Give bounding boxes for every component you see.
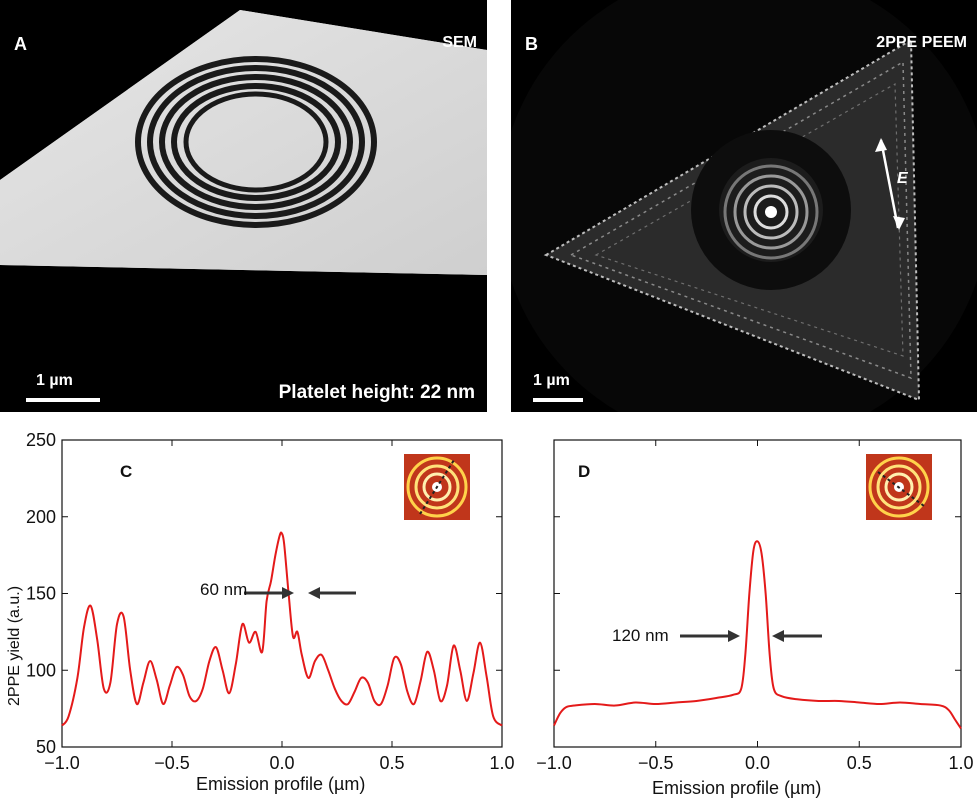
panel-c-fwhm-label: 60 nm — [200, 580, 248, 599]
panel-a-tag: SEM — [442, 34, 477, 51]
y-tick-label: 100 — [26, 660, 56, 680]
x-tick-label: −0.5 — [638, 753, 674, 773]
panel-a-caption: Platelet height: 22 nm — [278, 382, 475, 403]
x-tick-label: 0.5 — [847, 753, 872, 773]
series-line — [61, 531, 503, 727]
x-tick-label: 0.0 — [745, 753, 770, 773]
panel-d-inset-thumbnail — [866, 454, 932, 520]
panel-c-letter: C — [120, 462, 133, 481]
fwhm-arrow-right-head — [308, 587, 320, 599]
panel-c-xlabel: Emission profile (µm) — [196, 774, 366, 794]
panel-c-ylabel: 2PPE yield (a.u.) — [6, 585, 23, 706]
panel-b-tag: 2PPE PEEM — [876, 34, 967, 51]
fwhm-arrow-left-head — [282, 587, 294, 599]
panel-d-chart: −1.0 −0.5 0.0 0.5 1.0 — [536, 439, 974, 773]
panel-a-scale-label: 1 µm — [36, 372, 73, 389]
x-tick-label: 0.0 — [269, 753, 294, 773]
y-tick-label: 50 — [36, 737, 56, 757]
panel-d-xlabel: Emission profile (µm) — [652, 778, 822, 798]
panel-b-peem-image: B 2PPE PEEM E 1 µm — [511, 0, 977, 412]
x-tick-label: 0.5 — [379, 753, 404, 773]
panel-a-letter: A — [14, 34, 27, 54]
panel-d-fwhm-label: 120 nm — [612, 626, 669, 645]
fwhm-arrow-left-head — [728, 630, 740, 642]
sem-triangle-illustration — [0, 0, 487, 412]
y-tick-label: 200 — [26, 507, 56, 527]
peem-triangle-illustration — [511, 0, 977, 412]
panel-a-sem-image: A SEM 1 µm Platelet height: 22 nm — [0, 0, 487, 412]
panel-b-field-label: E — [897, 170, 908, 187]
panel-c-chart: −1.0 −0.5 0.0 0.5 1.0 50 100 150 200 250 — [26, 430, 515, 773]
x-tick-label: −1.0 — [536, 753, 572, 773]
x-tick-label: 1.0 — [489, 753, 514, 773]
y-tick-label: 150 — [26, 584, 56, 604]
panel-b-scale-label: 1 µm — [533, 372, 570, 389]
y-tick-label: 250 — [26, 430, 56, 450]
x-tick-label: 1.0 — [948, 753, 973, 773]
series-line — [553, 540, 962, 730]
fwhm-arrow-right-head — [772, 630, 784, 642]
panel-d-letter: D — [578, 462, 591, 481]
panel-b-letter: B — [525, 34, 538, 54]
x-tick-label: −0.5 — [154, 753, 190, 773]
x-tick-label: −1.0 — [44, 753, 80, 773]
panel-c-inset-thumbnail — [404, 454, 470, 520]
